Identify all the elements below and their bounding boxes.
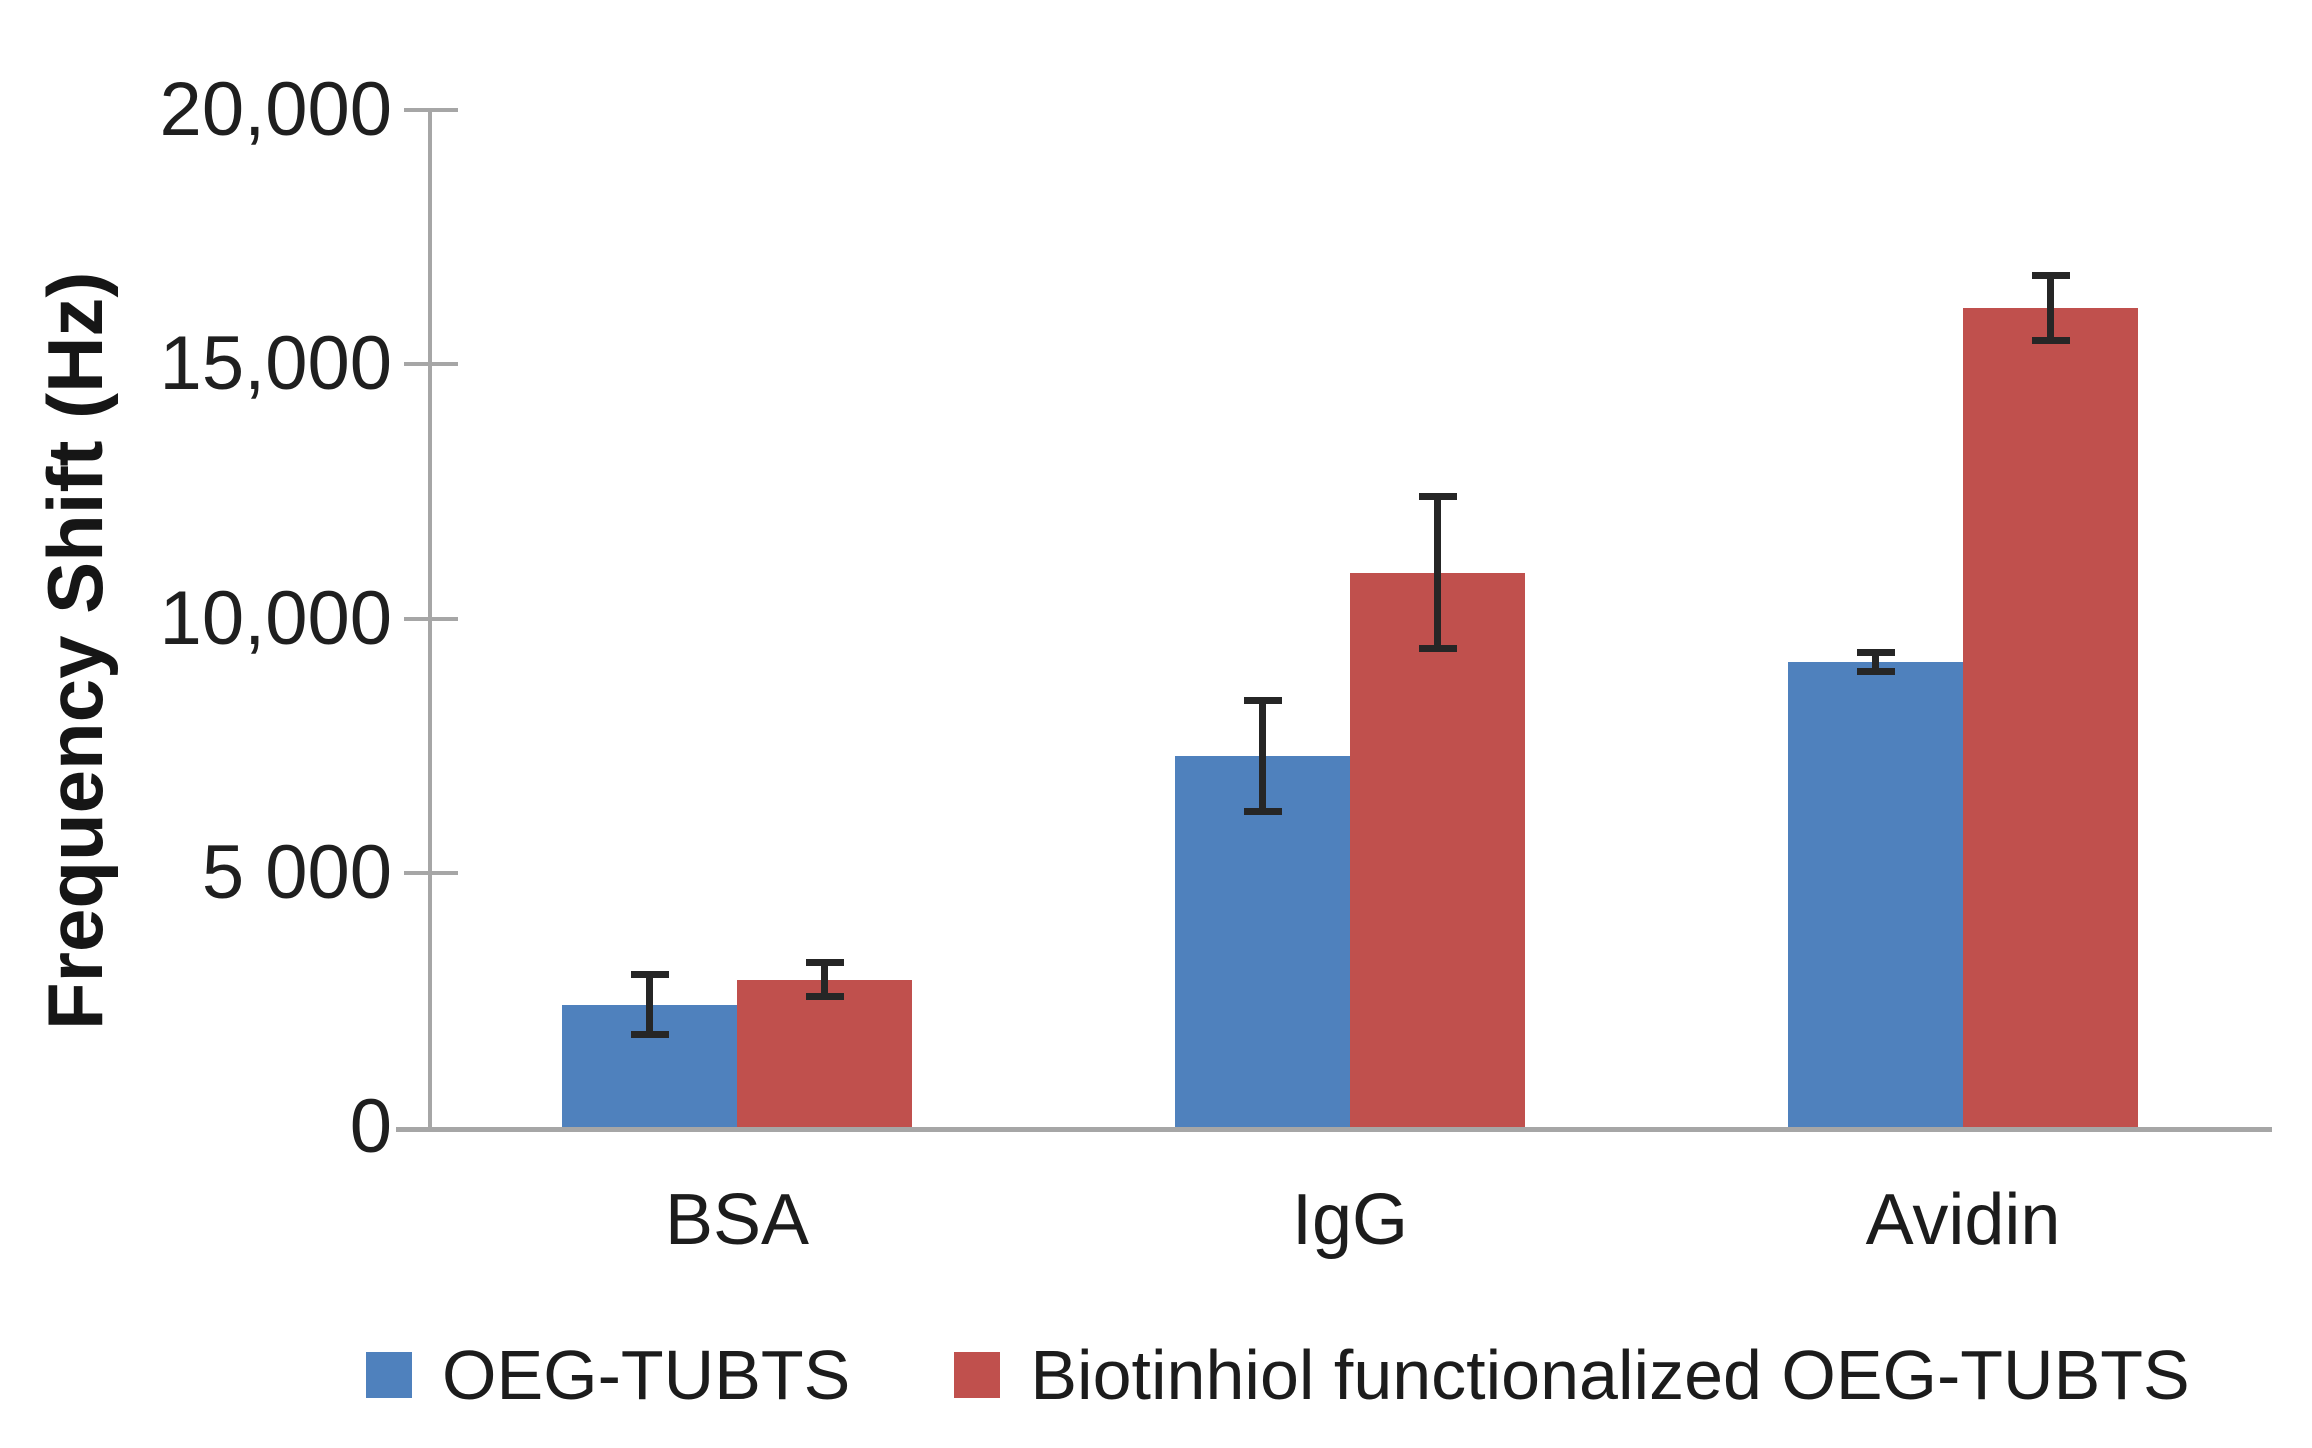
error-cap-bottom xyxy=(805,993,844,1001)
error-bar-bsa-series2 xyxy=(821,961,828,998)
error-bar-avidin-series2 xyxy=(2047,275,2054,342)
error-cap-top xyxy=(1243,696,1282,704)
x-axis-line xyxy=(396,1127,2272,1132)
x-category-label-igg: IgG xyxy=(1291,1180,1409,1260)
y-tick-label: 0 xyxy=(349,1084,392,1169)
error-cap-bottom xyxy=(1856,667,1895,675)
error-bar-bsa-series1 xyxy=(646,974,653,1036)
y-tick-label: 10,000 xyxy=(159,575,392,661)
error-bar-igg-series2 xyxy=(1434,496,1441,649)
bar-igg-series1 xyxy=(1175,755,1350,1127)
x-category-label-bsa: BSA xyxy=(664,1180,810,1260)
error-bar-avidin-series1 xyxy=(1872,651,1879,672)
y-tick-label: 20,000 xyxy=(159,67,392,152)
legend-item-series1: OEG-TUBTS xyxy=(366,1336,850,1414)
x-category-label-avidin: Avidin xyxy=(1865,1180,2061,1260)
error-cap-top xyxy=(1418,493,1457,501)
error-cap-top xyxy=(630,971,669,979)
legend-label-series1: OEG-TUBTS xyxy=(442,1336,851,1414)
legend-swatch-series1 xyxy=(366,1352,412,1398)
legend-swatch-series2 xyxy=(954,1352,1001,1398)
bar-avidin-series1 xyxy=(1788,661,1963,1127)
error-cap-bottom xyxy=(630,1031,669,1039)
error-cap-top xyxy=(1856,648,1895,656)
error-cap-top xyxy=(2031,272,2070,280)
error-cap-bottom xyxy=(1243,807,1282,815)
error-cap-bottom xyxy=(2031,337,2070,345)
error-cap-top xyxy=(805,958,844,966)
bar-igg-series2 xyxy=(1350,572,1525,1127)
y-axis-line xyxy=(428,110,432,1131)
y-tick-label: 15,000 xyxy=(159,321,392,407)
legend-item-series2: Biotinhiol functionalized OEG-TUBTS xyxy=(954,1336,2190,1414)
y-tick-label: 5 000 xyxy=(201,829,392,915)
legend-label-series2: Biotinhiol functionalized OEG-TUBTS xyxy=(1030,1336,2190,1414)
bar-bsa-series2 xyxy=(737,979,912,1127)
error-bar-igg-series1 xyxy=(1259,699,1266,812)
error-cap-bottom xyxy=(1418,645,1457,652)
bar-avidin-series2 xyxy=(1963,308,2138,1127)
legend: OEG-TUBTS Biotinhiol functionalized OEG-T… xyxy=(366,1336,2190,1414)
